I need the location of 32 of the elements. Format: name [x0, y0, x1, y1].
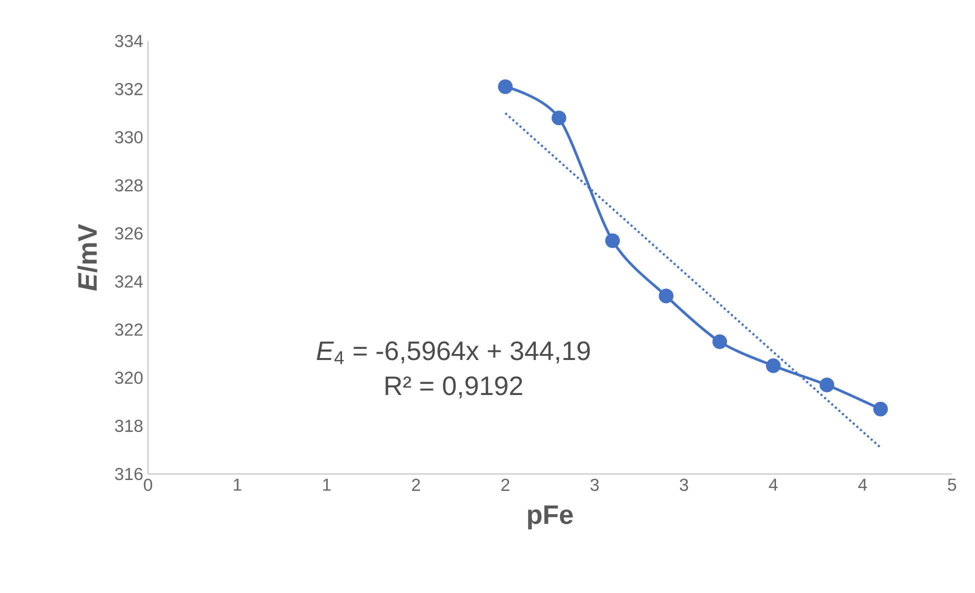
point — [658, 288, 674, 304]
y-tick-label: 332 — [115, 82, 142, 96]
annotation: E$_{4}$ = -6,5964x + 344,19 — [316, 341, 590, 364]
y-axis-title: E/mV — [77, 224, 98, 291]
x-tick-label: 4 — [768, 478, 778, 491]
x-tick-label: 4 — [858, 478, 867, 491]
point — [605, 233, 620, 248]
x-tick-label: 2 — [501, 478, 510, 491]
x-tick-label: 5 — [948, 478, 956, 491]
y-tick-label: 326 — [115, 227, 143, 240]
x-tick-label: 1 — [234, 478, 242, 491]
y-tick-label: 316 — [115, 468, 143, 480]
y-tick-label: 324 — [115, 275, 143, 288]
point — [712, 334, 728, 350]
y-tick-label: 322 — [115, 324, 142, 336]
point — [873, 402, 888, 416]
x-tick-label: 3 — [680, 478, 688, 491]
point — [552, 110, 566, 126]
x-tick-label: 1 — [323, 478, 331, 491]
x-axis-title: pFe — [528, 505, 573, 530]
point — [498, 79, 513, 94]
x-tick-label: 0 — [144, 478, 152, 491]
y-tick-label: 318 — [115, 420, 143, 432]
x-tick-label: 3 — [590, 478, 599, 491]
y-tick-label: 330 — [115, 131, 143, 144]
y-tick-label: 320 — [115, 372, 143, 384]
point — [820, 378, 834, 392]
y-tick-label: 334 — [115, 34, 143, 48]
point — [766, 358, 781, 374]
x-tick-label: 2 — [412, 478, 420, 491]
annotation: R² = 0,9192 — [386, 376, 522, 398]
y-tick-label: 328 — [115, 179, 143, 192]
